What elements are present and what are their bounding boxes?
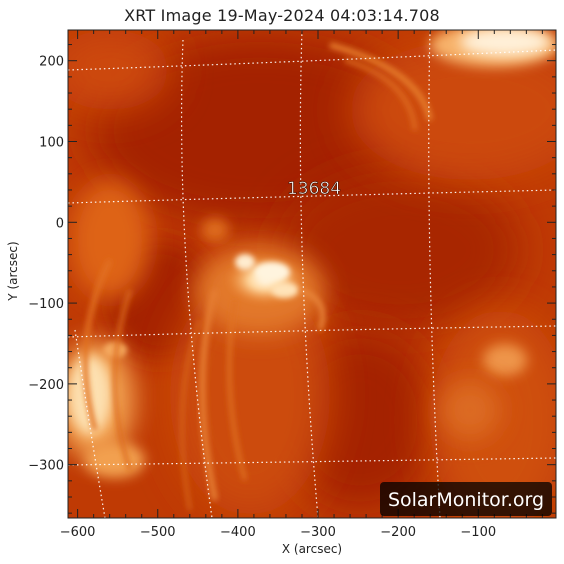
y-tick-label: 0 (56, 216, 64, 231)
watermark-background (380, 482, 552, 516)
plot-frame (67, 29, 557, 519)
x-tick-label: −100 (460, 525, 496, 540)
image-title: XRT Image 19-May-2024 04:03:14.708 (124, 6, 440, 25)
x-tick-label: −500 (140, 525, 176, 540)
x-tick-label: −400 (220, 525, 256, 540)
x-tick-label: −300 (300, 525, 336, 540)
y-tick-label: 100 (39, 135, 64, 150)
y-tick-label: 200 (39, 55, 64, 70)
y-tick-label: −300 (28, 459, 64, 474)
coordinate-grid (68, 30, 556, 518)
y-tick-label: −200 (28, 378, 64, 393)
axis-ticks: −600 −500 −400 −300 −200 −100 200 100 0 −100 −200 −… (28, 30, 556, 540)
active-region-label: 13684 (287, 179, 341, 199)
solarmonitor-watermark: SolarMonitor.org (388, 489, 544, 511)
solar-emission-image (68, 30, 556, 518)
x-tick-label: −600 (60, 525, 96, 540)
x-axis-label: X (arcsec) (281, 542, 343, 556)
y-tick-label: −100 (28, 297, 64, 312)
x-tick-label: −200 (380, 525, 416, 540)
